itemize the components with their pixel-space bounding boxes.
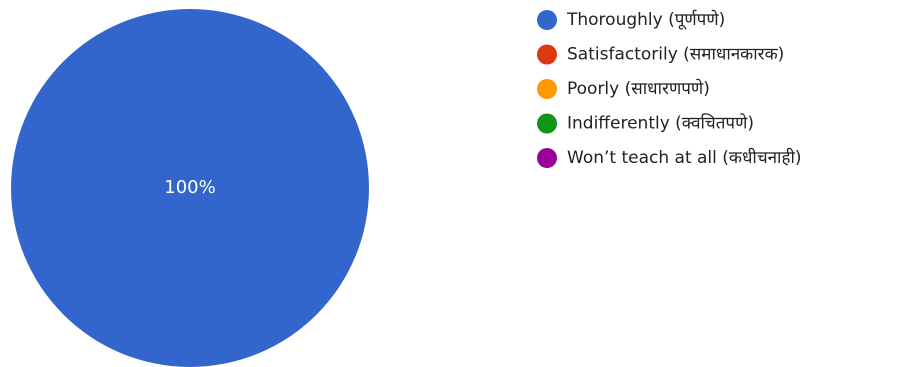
pie-data-labels: 100% [164,177,215,198]
legend-item-satisfactorily: Satisfactorily (समाधानकारक) [537,44,784,65]
legend-swatch [537,79,557,99]
legend-label: Won’t teach at all (कधीचनाही) [567,147,802,168]
legend-item-won-t-teach-at-all: Won’t teach at all (कधीचनाही) [537,147,802,168]
legend-swatch [537,10,557,30]
legend-label: Indifferently (क्वचितपणे) [567,113,754,134]
legend-item-poorly: Poorly (साधारणपणे) [537,78,710,99]
pie-slice-thoroughly [11,9,369,367]
legend-label: Thoroughly (पूर्णपणे) [566,9,725,30]
legend: Thoroughly (पूर्णपणे) Satisfactorily (समा… [537,9,802,168]
legend-label: Satisfactorily (समाधानकारक) [567,45,784,65]
legend-swatch [537,44,557,65]
legend-swatch [537,148,557,168]
legend-item-thoroughly: Thoroughly (पूर्णपणे) [537,9,725,30]
pie-slices [11,9,369,367]
legend-swatch [537,113,557,134]
legend-label: Poorly (साधारणपणे) [567,78,710,99]
pie-data-label: 100% [164,177,215,198]
legend-item-indifferently: Indifferently (क्वचितपणे) [537,113,754,134]
